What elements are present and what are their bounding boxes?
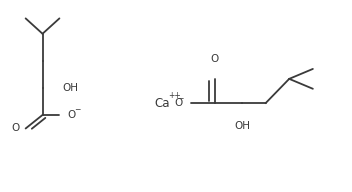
Text: O: O bbox=[67, 110, 75, 120]
Text: ++: ++ bbox=[168, 91, 181, 100]
Text: −: − bbox=[177, 94, 183, 103]
Text: −: − bbox=[74, 105, 80, 114]
Text: OH: OH bbox=[234, 121, 250, 131]
Text: O: O bbox=[12, 123, 20, 133]
Text: O: O bbox=[211, 54, 219, 64]
Text: OH: OH bbox=[62, 83, 78, 93]
Text: Ca: Ca bbox=[154, 97, 170, 110]
Text: O: O bbox=[175, 98, 183, 108]
